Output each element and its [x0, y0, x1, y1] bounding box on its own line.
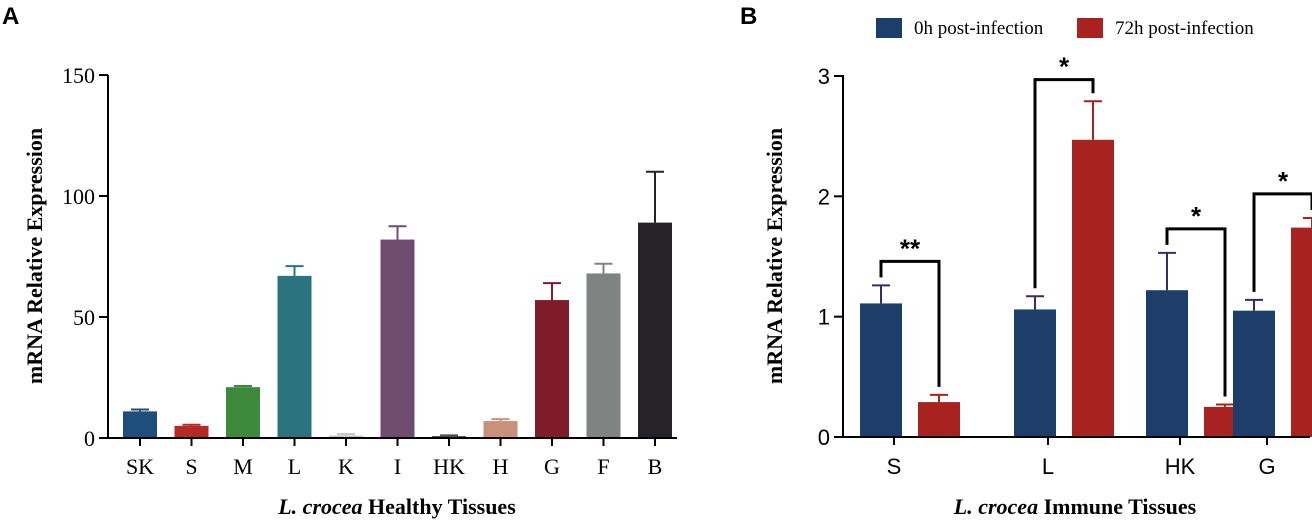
significance-bracket — [879, 259, 941, 387]
panel-a-x-axis-label: L. crocea Healthy Tissues — [277, 494, 516, 519]
panel-a-x-label-italic: L. crocea — [277, 494, 362, 519]
x-tick-label: HK — [433, 454, 465, 479]
significance-label: * — [1278, 166, 1289, 196]
y-tick-label: 3 — [818, 64, 830, 89]
x-tick-label: S — [887, 454, 902, 479]
panel-b-letter: B — [740, 3, 757, 30]
bar-b — [638, 222, 672, 438]
significance-bracket — [1033, 78, 1095, 289]
significance-label: * — [1059, 52, 1070, 82]
significance-label: * — [1191, 201, 1202, 231]
significance-bracket — [1165, 227, 1227, 397]
bar-h — [483, 421, 518, 438]
panel-a-y-ticks: 0 50 100 150 — [62, 63, 108, 451]
panel-b-y-axis-label: mRNA Relative Expression — [762, 128, 787, 384]
x-tick-label: G — [544, 454, 560, 479]
y-tick-label: 1 — [818, 305, 830, 330]
panel-a-x-label-rest: Healthy Tissues — [363, 494, 517, 519]
y-tick-label: 100 — [62, 184, 95, 209]
y-tick-label: 0 — [818, 425, 830, 450]
y-tick-label: 0 — [84, 426, 95, 451]
bar-g-72h — [1291, 227, 1312, 437]
x-tick-label: F — [597, 454, 609, 479]
panel-b: B 0h post-infection 72h post-infection 0 1… — [740, 3, 1312, 519]
bar-g — [535, 300, 569, 438]
x-tick-label: B — [648, 454, 663, 479]
legend-swatch-72h — [1077, 18, 1103, 38]
bar-hk-0h — [1146, 290, 1188, 437]
bar-s-72h — [918, 402, 960, 437]
x-tick-label: M — [233, 454, 253, 479]
y-tick-label: 150 — [62, 63, 95, 88]
panel-b-y-ticks: 0 1 2 3 — [818, 64, 843, 450]
x-tick-label: L — [1042, 454, 1054, 479]
panel-b-x-label-italic: L. crocea — [953, 494, 1038, 519]
y-tick-label: 50 — [73, 305, 95, 330]
bar-sk — [123, 411, 157, 438]
significance-bracket — [1252, 192, 1312, 292]
x-tick-label: H — [493, 454, 509, 479]
legend-label-72h: 72h post-infection — [1115, 18, 1254, 39]
panel-b-x-label-rest: Immune Tissues — [1038, 494, 1197, 519]
panel-a: A 0 50 100 150 SK S M L K I HK H G F B mRNA Relative … — [2, 3, 677, 519]
panel-b-x-axis-label: L. crocea Immune Tissues — [953, 494, 1197, 519]
x-tick-label: HK — [1165, 454, 1196, 479]
panel-a-x-ticks: SK S M L K I HK H G F B — [126, 438, 662, 479]
panel-a-letter: A — [2, 3, 19, 30]
bar-s-0h — [860, 303, 902, 437]
bar-l-0h — [1014, 309, 1056, 437]
panel-b-legend: 0h post-infection 72h post-infection — [876, 18, 1254, 39]
bar-l — [277, 275, 312, 438]
bar-s — [174, 425, 209, 438]
y-tick-label: 2 — [818, 184, 830, 209]
bar-i — [380, 239, 415, 438]
legend-label-0h: 0h post-infection — [914, 18, 1044, 39]
bar-m — [226, 387, 260, 438]
bar-g-0h — [1233, 310, 1275, 437]
panel-b-x-ticks: S L HK G — [887, 437, 1276, 479]
x-tick-label: L — [288, 454, 301, 479]
significance-label: ** — [900, 233, 921, 263]
x-tick-label: SK — [126, 454, 154, 479]
bar-l-72h — [1072, 139, 1114, 437]
bar-k — [329, 435, 363, 438]
legend-swatch-0h — [876, 18, 902, 38]
x-tick-label: K — [338, 454, 354, 479]
panel-b-bars — [860, 100, 1312, 437]
x-tick-label: G — [1258, 454, 1275, 479]
panel-b-significance: ***** — [879, 52, 1312, 397]
x-tick-label: I — [394, 454, 401, 479]
bar-f — [586, 273, 621, 438]
panel-a-bars — [123, 170, 672, 438]
panel-a-y-axis-label: mRNA Relative Expression — [22, 128, 47, 384]
x-tick-label: S — [185, 454, 197, 479]
